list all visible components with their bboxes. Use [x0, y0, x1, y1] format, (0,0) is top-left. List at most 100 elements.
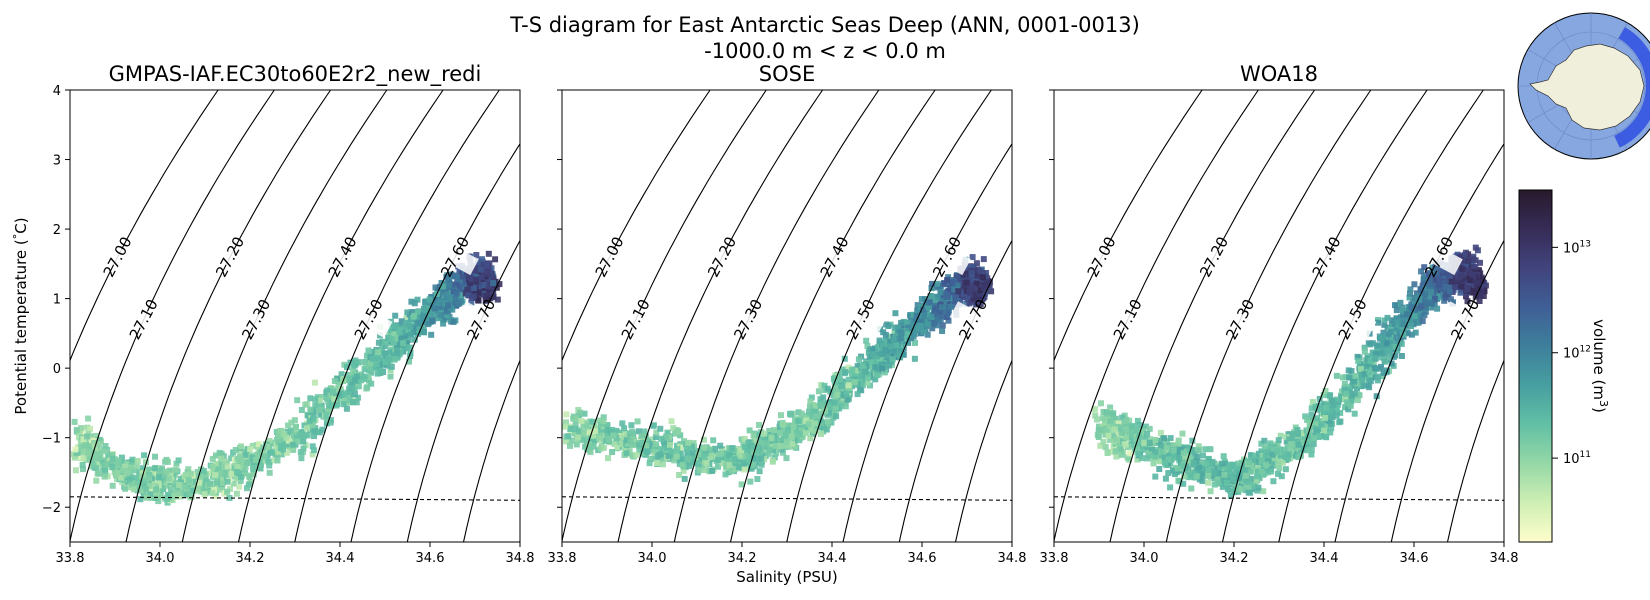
volume-cell [390, 323, 397, 330]
volume-cell [435, 300, 442, 307]
volume-cell [1310, 423, 1316, 430]
volume-cell [664, 429, 671, 436]
volume-cell [237, 477, 244, 484]
volume-cell [1297, 446, 1304, 453]
volume-cell [887, 338, 894, 345]
volume-cell [287, 427, 294, 434]
volume-cell [1179, 430, 1186, 437]
volume-cell [475, 297, 482, 304]
volume-cell [96, 440, 103, 447]
volume-cell [1394, 340, 1400, 347]
volume-cell [754, 444, 761, 451]
volume-cell [788, 434, 795, 440]
volume-cell [1144, 443, 1151, 450]
volume-cell [388, 363, 395, 370]
volume-cell [920, 329, 927, 335]
volume-cell [582, 432, 588, 438]
volume-cell [700, 436, 707, 443]
volume-cell [968, 269, 975, 276]
x-tick-label: 34.2 [236, 551, 265, 566]
volume-cell [1241, 461, 1248, 468]
volume-cell [368, 380, 375, 387]
volume-cell [1123, 426, 1130, 433]
volume-cell [169, 497, 176, 503]
volume-cell [962, 267, 969, 274]
volume-cell [224, 488, 231, 495]
volume-cell [425, 321, 432, 328]
volume-cell [77, 444, 84, 451]
volume-cell [868, 359, 875, 366]
volume-cell [435, 311, 442, 318]
volume-cell [444, 306, 450, 313]
volume-cell [843, 389, 850, 396]
volume-cell [392, 335, 399, 342]
volume-cell [1270, 478, 1277, 485]
volume-cell [1274, 461, 1281, 468]
volume-cell [374, 370, 381, 377]
volume-cell [1295, 454, 1302, 461]
volume-cell [331, 396, 338, 403]
volume-cell [892, 310, 899, 317]
volume-cell [438, 312, 445, 319]
volume-cell [309, 451, 316, 458]
volume-cell [924, 331, 931, 338]
volume-cell [1110, 411, 1116, 418]
volume-cell [312, 396, 319, 403]
volume-cell [1322, 433, 1329, 440]
volume-cell [453, 290, 460, 297]
volume-cell [226, 495, 233, 501]
volume-cell [1175, 477, 1182, 484]
volume-cell [407, 344, 414, 351]
volume-cell [1341, 387, 1348, 394]
volume-cell [278, 445, 285, 452]
volume-cell [1101, 418, 1108, 425]
volume-cell [482, 292, 489, 299]
volume-cell [872, 364, 879, 371]
volume-cell [1164, 439, 1170, 446]
volume-cell [944, 291, 951, 298]
volume-cell [1104, 450, 1111, 456]
volume-cell [822, 408, 828, 414]
volume-cell [167, 487, 174, 494]
volume-cell [1152, 473, 1159, 480]
volume-cell [1355, 358, 1362, 364]
volume-cell [224, 478, 231, 485]
volume-cell [745, 454, 752, 460]
volume-cell [641, 428, 648, 435]
volume-cell [1098, 426, 1105, 433]
volume-cell [820, 424, 827, 430]
volume-cell [149, 476, 156, 483]
volume-cell [912, 339, 918, 346]
volume-cell [1311, 435, 1318, 442]
volume-cell [118, 454, 125, 461]
volume-cell [311, 447, 317, 454]
volume-cell [422, 299, 429, 306]
volume-cell [823, 426, 830, 433]
volume-cell [925, 304, 932, 311]
volume-cell [1139, 455, 1145, 462]
volume-cell [1205, 472, 1212, 479]
volume-cell [1347, 402, 1354, 409]
volume-cell [143, 486, 150, 493]
volume-cell [1373, 393, 1380, 400]
volume-cell [963, 279, 970, 286]
volume-cell [479, 256, 485, 263]
volume-cell [639, 450, 646, 456]
volume-cells [562, 254, 995, 488]
volume-cell [1306, 420, 1313, 427]
volume-cell [1393, 327, 1400, 334]
volume-cell [913, 312, 920, 319]
volume-cell [628, 422, 635, 429]
volume-cell [388, 336, 395, 342]
volume-cell [420, 328, 427, 335]
volume-cell [330, 388, 337, 395]
volume-cell [293, 423, 299, 430]
volume-cell [1247, 489, 1254, 496]
volume-cell [242, 452, 249, 459]
volume-cell [403, 340, 410, 347]
volume-cell [1287, 441, 1294, 448]
volume-cell [577, 430, 584, 437]
volume-cell [849, 372, 855, 379]
volume-cell [1225, 468, 1232, 475]
